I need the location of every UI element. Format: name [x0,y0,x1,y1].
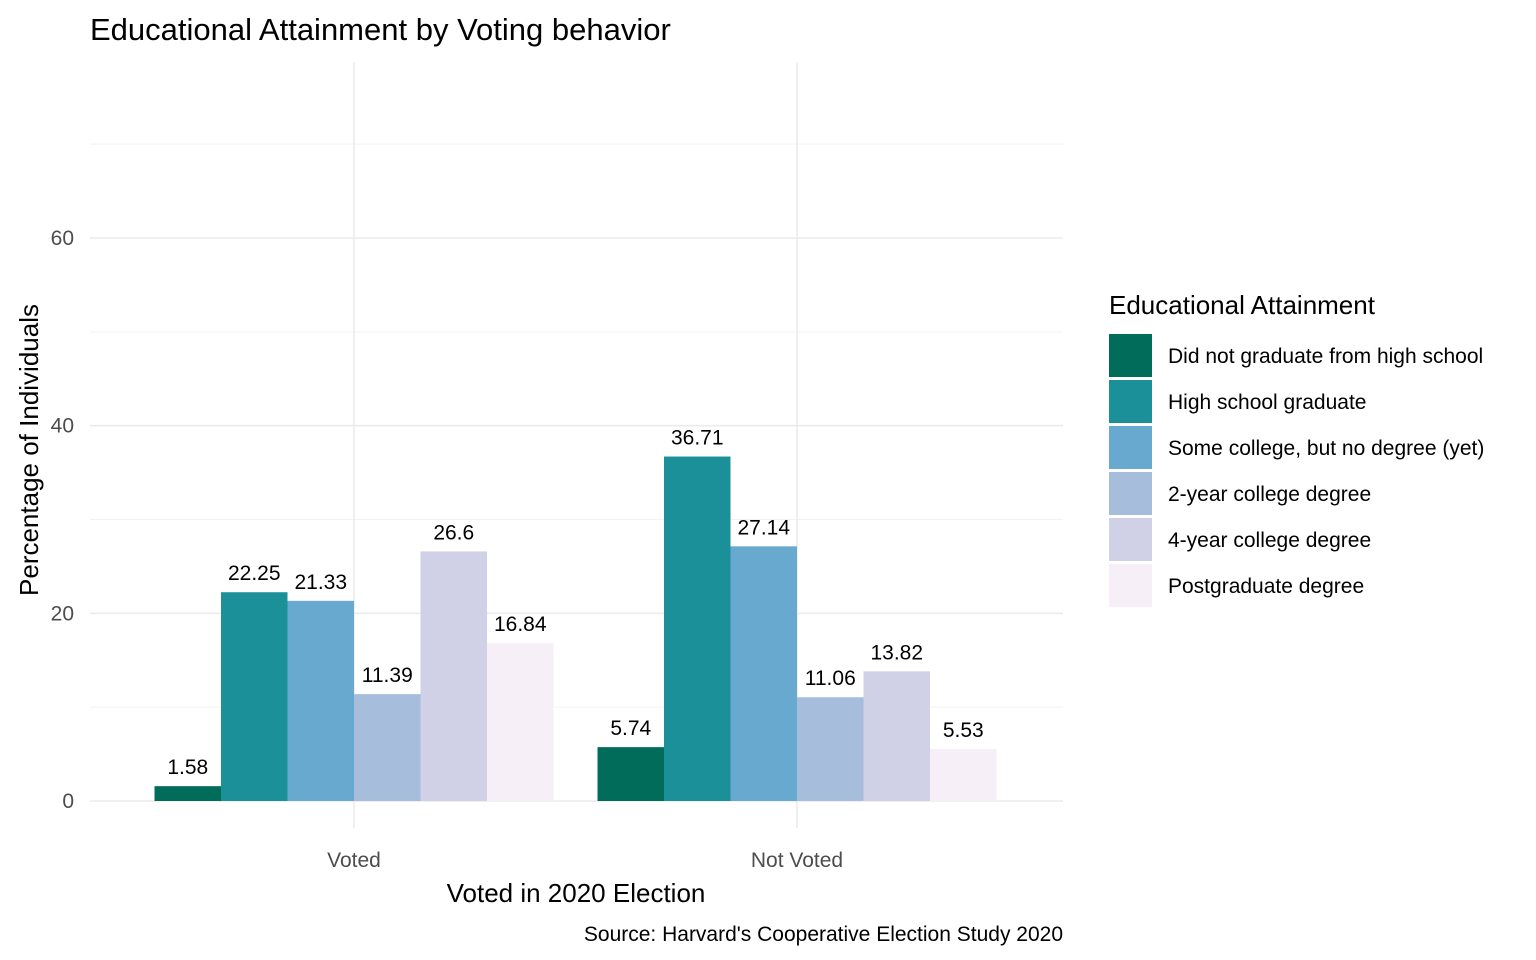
legend-key [1109,518,1152,561]
bar [730,546,797,801]
legend-key [1109,564,1152,607]
legend-label: Did not graduate from high school [1168,345,1483,368]
bars [154,456,997,801]
y-tick-label: 0 [62,790,74,813]
legend-key [1109,334,1152,377]
legend: Educational Attainment Did not graduate … [1109,290,1484,607]
legend-label: Postgraduate degree [1168,575,1364,598]
bar-value-label: 5.53 [943,719,984,742]
bar [221,592,288,801]
bar-value-label: 11.06 [805,667,856,690]
bar [487,642,554,801]
bar-value-label: 16.84 [494,613,547,636]
bar [354,694,421,801]
y-axis-title: Percentage of Individuals [14,304,44,596]
bar-value-label: 1.58 [167,756,208,779]
bar [930,749,997,801]
x-tick-label: Voted [327,849,381,872]
bar-value-label: 5.74 [610,717,651,740]
bar [420,551,487,801]
x-axis-ticks: Voted Not Voted [327,849,843,872]
legend-label: 4-year college degree [1168,529,1371,552]
legend-label: 2-year college degree [1168,483,1371,506]
y-tick-label: 60 [51,227,74,250]
chart-title: Educational Attainment by Voting behavio… [90,12,671,47]
bar [797,697,864,801]
bar [154,786,221,801]
bar-value-label: 21.33 [294,571,347,594]
bar [664,456,731,801]
legend-label: Some college, but no degree (yet) [1168,437,1484,460]
x-axis-title: Voted in 2020 Election [447,878,706,908]
bar-value-label: 36.71 [671,427,724,450]
bar-value-label: 26.6 [433,521,474,544]
bar-value-label: 27.14 [737,516,790,539]
y-tick-label: 20 [51,602,74,625]
x-tick-label: Not Voted [751,849,843,872]
bar-value-label: 13.82 [870,641,923,664]
bar [863,671,930,801]
legend-label: High school graduate [1168,391,1366,414]
bar-value-label: 22.25 [228,562,281,585]
legend-key [1109,426,1152,469]
legend-items: Did not graduate from high school High sc… [1109,334,1484,607]
bar [597,747,664,801]
y-axis-ticks: 0 20 40 60 [51,227,74,813]
legend-title: Educational Attainment [1109,290,1376,320]
bar-value-labels: 1.58 5.74 22.25 36.71 21.33 27.14 11.39 11.06 26… [167,427,983,780]
y-tick-label: 40 [51,415,74,438]
source-caption: Source: Harvard's Cooperative Election S… [584,923,1063,946]
bar-value-label: 11.39 [362,664,413,687]
bar [287,600,354,801]
legend-key [1109,380,1152,423]
legend-key [1109,472,1152,515]
